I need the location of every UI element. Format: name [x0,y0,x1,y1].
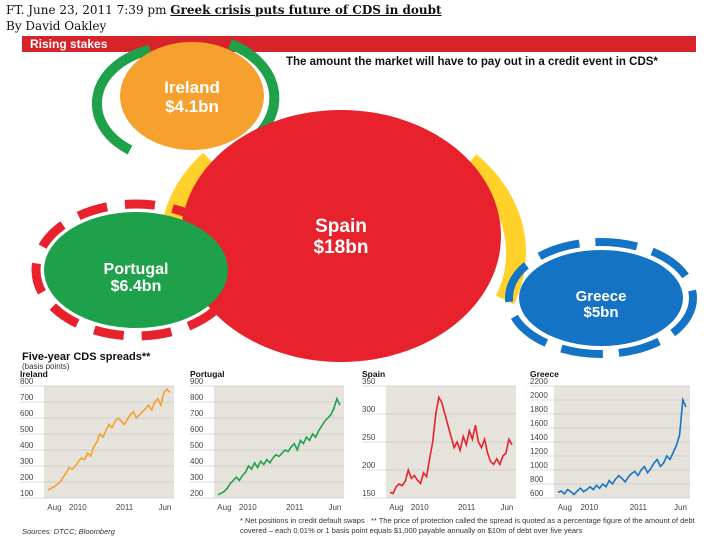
plot-area [44,386,174,498]
y-tick-label: 1800 [530,405,548,414]
series-line-greece [557,396,687,496]
bubble-subtitle: The amount the market will have to pay o… [286,56,658,68]
y-tick-label: 1000 [530,461,548,470]
x-tick-label: 2011 [286,503,304,512]
banner-title: Rising stakes [30,37,108,51]
chart-title: Greece [530,369,559,379]
bubble-value-spain: $18bn [314,237,369,258]
bubble-country-greece: Greece [576,288,627,305]
x-tick-label: 2010 [411,503,429,512]
chart-title: Ireland [20,369,48,379]
y-tick-label: 500 [190,441,204,450]
footnote-double-star: ** The price of protection called the sp… [240,516,695,535]
spreads-unit: (basis points) [22,362,70,371]
article-link[interactable]: Greek crisis puts future of CDS in doubt [170,3,442,17]
header-dateline: FT. June 23, 2011 7:39 pm [6,3,171,17]
x-tick-label: Aug [389,503,403,512]
y-tick-label: 800 [190,393,204,402]
bubble-country-portugal: Portugal [104,261,169,278]
y-tick-label: 2000 [530,391,548,400]
chart-title: Spain [362,369,385,379]
x-tick-label: 2010 [239,503,257,512]
chart-greece: Greece 600 800 1000 1200 1400 1600 1800 2000 2200… [530,369,690,512]
x-tick-label: Jun [158,503,171,512]
y-tick-label: 500 [20,425,34,434]
x-tick-label: 2011 [458,503,476,512]
x-tick-label: Jun [500,503,513,512]
y-tick-label: 600 [190,425,204,434]
bubble-country-ireland: Ireland [164,78,220,97]
x-tick-label: 2010 [69,503,87,512]
x-tick-label: Jun [328,503,341,512]
y-tick-label: 300 [362,405,376,414]
series-line-portugal [217,396,341,496]
chart-title: Portugal [190,369,224,379]
y-tick-label: 300 [190,473,204,482]
y-tick-label: 700 [20,393,34,402]
y-tick-label: 800 [20,377,34,386]
series-line-spain [389,394,513,495]
footnote-star: * Net positions in credit default swaps [240,516,365,525]
x-tick-label: 2011 [630,503,648,512]
y-tick-label: 200 [20,473,34,482]
bubble-portugal: Portugal $6.4bn [31,199,241,341]
sources: Sources: DTCC; Bloomberg [22,527,115,536]
y-tick-label: 600 [530,489,544,498]
y-tick-label: 250 [362,433,376,442]
x-tick-label: Jun [674,503,687,512]
x-tick-label: Aug [558,503,572,512]
cds-spread-charts: Ireland 100 200 300 400 500 600 700 800 Aug 2010 20… [20,369,690,512]
series-line-ireland [47,388,171,491]
y-tick-label: 1200 [530,447,548,456]
y-tick-label: 700 [190,409,204,418]
bubble-value-portugal: $6.4bn [111,278,162,295]
spreads-title: Five-year CDS spreads** [22,351,151,363]
y-tick-label: 800 [530,475,544,484]
y-tick-label: 100 [20,489,34,498]
plot-area [214,386,344,498]
chart-spain: Spain 150 200 250 300 350 Aug 2010 2011 Jun [362,369,516,512]
bubble-greece: Greece $5bn [505,238,697,358]
y-tick-label: 350 [362,377,376,386]
y-tick-label: 400 [190,457,204,466]
y-tick-label: 300 [20,457,34,466]
article-header: FT. June 23, 2011 7:39 pm Greek crisis p… [6,2,442,34]
bubble-ireland: Ireland $4.1bn [91,39,280,155]
y-tick-label: 900 [190,377,204,386]
bubble-value-greece: $5bn [583,304,618,321]
y-tick-label: 1400 [530,433,548,442]
footnotes: * Net positions in credit default swaps … [240,516,696,536]
bubble-country-spain: Spain [315,216,367,237]
x-tick-label: 2011 [116,503,134,512]
chart-portugal: Portugal 200 300 400 500 600 700 800 900 Aug 2010 2… [190,369,344,512]
x-tick-label: 2010 [580,503,598,512]
x-tick-label: Aug [217,503,231,512]
bubble-value-ireland: $4.1bn [165,97,219,116]
y-tick-label: 200 [190,489,204,498]
byline: By David Oakley [6,19,107,33]
y-tick-label: 400 [20,441,34,450]
y-tick-label: 2200 [530,377,548,386]
y-tick-label: 600 [20,409,34,418]
chart-ireland: Ireland 100 200 300 400 500 600 700 800 Aug 2010 20… [20,369,174,512]
x-tick-label: Aug [47,503,61,512]
y-tick-label: 200 [362,461,376,470]
y-tick-label: 150 [362,489,376,498]
y-tick-label: 1600 [530,419,548,428]
